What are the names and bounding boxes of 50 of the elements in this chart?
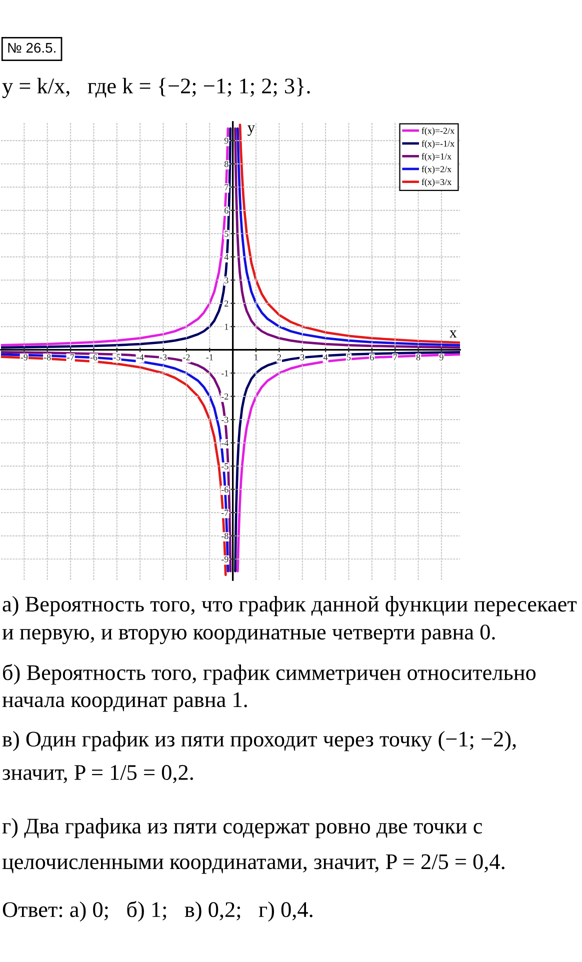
x-tick-label: -6 [90, 354, 98, 360]
y-tick-label: 4 [224, 254, 229, 260]
y-tick-label: 8 [224, 160, 228, 168]
y-tick-label: -9 [221, 556, 228, 562]
legend-label: f(x)=3/x [422, 178, 452, 187]
y-tick-label: 2 [224, 300, 228, 306]
x-tick-label: -8 [44, 354, 51, 360]
y-tick-label: -8 [221, 532, 228, 540]
chart-subtitle: y = k/x, где k = {−2; −1; 1; 2; 3}. [2, 78, 310, 98]
y-tick-label: -4 [221, 440, 229, 446]
x-tick-label: 5 [346, 354, 351, 360]
y-tick-label: 1 [224, 324, 228, 330]
x-tick-label: -4 [136, 354, 144, 360]
x-tick-label: -5 [113, 354, 120, 360]
legend-label: f(x)=-2/x [422, 127, 454, 136]
y-tick-label: -3 [221, 416, 228, 423]
text: б) Вероятность того, график симметричен относительно начала координат равна 1. [2, 664, 536, 712]
y-tick-label: 9 [224, 138, 228, 144]
legend-label: f(x)=-1/x [422, 140, 454, 148]
y-tick-label: -5 [221, 463, 228, 470]
legend-label: f(x)=1/x [422, 153, 452, 162]
x-tick-label: 2 [277, 354, 281, 360]
text: Ответ: а) 0; б) 1; в) 0,2; г) 0,4. [2, 901, 312, 922]
y-axis-title: y [248, 125, 255, 136]
legend-label: f(x)=2/x [422, 166, 452, 174]
x-tick-label: 7 [393, 354, 398, 360]
y-tick-label: -6 [221, 486, 228, 493]
text: г) Два графика из пяти содержат ровно две точки с целочисленными координатами, значит, P = 2/5 = 0,4. [2, 818, 504, 874]
x-tick-label: -2 [183, 354, 190, 360]
y-tick-label: 5 [224, 230, 228, 237]
x-tick-label: -9 [20, 354, 28, 360]
x-axis-title: x [449, 330, 457, 338]
y-tick-label: -2 [221, 393, 228, 400]
y-tick-label: 6 [224, 208, 228, 214]
x-tick-label: 9 [439, 354, 444, 360]
x-tick-label: 1 [254, 354, 258, 360]
x-tick-label: 3 [300, 354, 304, 360]
y-tick-label: -7 [221, 510, 228, 516]
chart-title: № 26.5. [8, 42, 56, 53]
y-tick-label: 3 [224, 277, 228, 284]
y-tick-label: -1 [221, 370, 228, 376]
text: а) Вероятность того, что график данной функции пересекает и первую, и вторую координатные четверти равна 0. [2, 596, 577, 644]
x-tick-label: 6 [370, 354, 374, 360]
x-tick-label: 4 [323, 354, 328, 360]
y-tick-label: 7 [224, 184, 228, 190]
x-tick-label: -7 [67, 354, 74, 360]
x-tick-label: 8 [416, 354, 420, 360]
x-tick-label: -3 [160, 354, 167, 360]
text: в) Один график из пяти проходит через точку (−1; −2), значит, P = 1/5 = 0,2. [2, 731, 516, 784]
x-tick-label: -1 [206, 354, 213, 360]
